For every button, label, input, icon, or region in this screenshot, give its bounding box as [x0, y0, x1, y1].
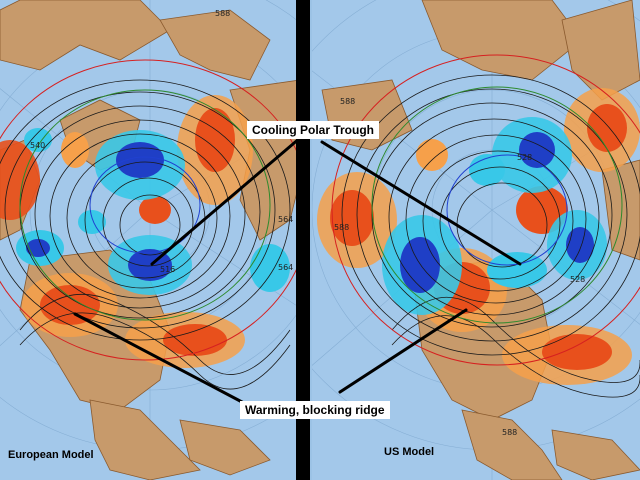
cooling-polar-trough-callout: Cooling Polar Trough	[247, 121, 379, 139]
panel-divider	[296, 0, 310, 480]
land-masses	[321, 0, 640, 480]
contour-label: 588	[340, 97, 355, 106]
us-model-label: US Model	[384, 446, 435, 458]
warming-blocking-ridge-callout: Warming, blocking ridge	[240, 401, 390, 419]
contour-label: 588	[502, 428, 517, 437]
contour-label: 588	[334, 223, 349, 232]
contour-label: 528	[517, 153, 532, 162]
european-model-label: European Model	[8, 449, 94, 461]
contour-label: 540	[30, 141, 45, 150]
contour-label: 516	[160, 265, 175, 274]
contour-label: 564	[278, 263, 293, 272]
contour-label: 564	[278, 215, 293, 224]
contour-label: 588	[215, 9, 230, 18]
contour-label: 528	[570, 275, 585, 284]
